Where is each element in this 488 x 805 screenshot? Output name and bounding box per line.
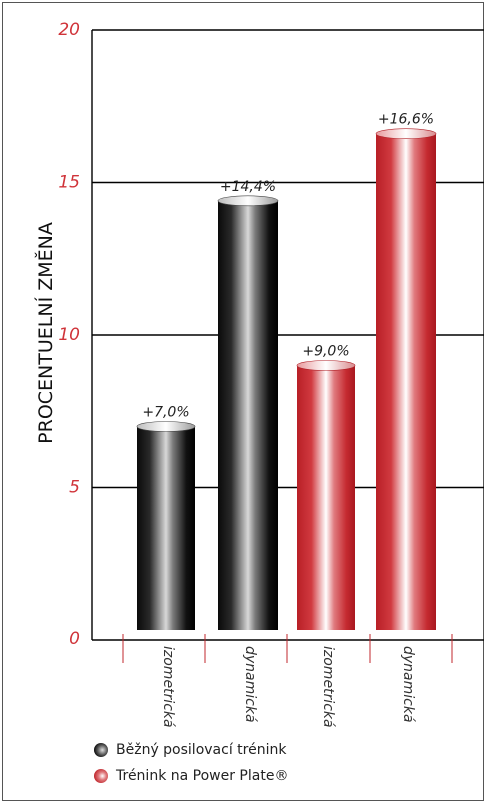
bar-body	[376, 133, 436, 630]
data-label: +16,6%	[378, 112, 434, 128]
x-tick-label: dynamická	[242, 646, 258, 723]
bar-cap	[136, 421, 196, 432]
y-tick-label: 0	[69, 629, 80, 649]
legend-label-conventional: Běžný posilovací trénink	[116, 742, 287, 758]
bar	[375, 128, 437, 630]
legend-swatch-black	[94, 743, 108, 757]
bar-cap	[375, 128, 437, 139]
bar	[136, 421, 196, 630]
bar-body	[297, 365, 355, 630]
y-tick-label: 15	[58, 173, 80, 193]
bar-body	[218, 200, 278, 631]
data-label: +9,0%	[302, 344, 349, 360]
y-tick-label: 20	[58, 20, 80, 40]
bar-cap	[217, 195, 279, 207]
legend-swatch-red	[94, 769, 108, 783]
bar	[296, 360, 356, 630]
data-label: +14,4%	[220, 179, 276, 195]
bar	[217, 195, 279, 631]
data-label: +7,0%	[142, 405, 189, 421]
x-tick-label: izometrická	[320, 646, 336, 728]
y-tick-label: 5	[69, 478, 80, 498]
legend-item-powerplate: Trénink na Power Plate®	[94, 768, 288, 784]
bar-cap	[296, 360, 356, 371]
x-tick-label: dynamická	[400, 646, 416, 723]
legend-item-conventional: Běžný posilovací trénink	[94, 742, 286, 758]
y-axis-label: PROCENTUELNÍ ZMĚNA	[34, 222, 57, 444]
legend-label-powerplate: Trénink na Power Plate®	[116, 768, 289, 784]
x-tick-label: izometrická	[160, 646, 176, 728]
bar-body	[137, 426, 195, 630]
y-tick-label: 10	[58, 325, 80, 345]
